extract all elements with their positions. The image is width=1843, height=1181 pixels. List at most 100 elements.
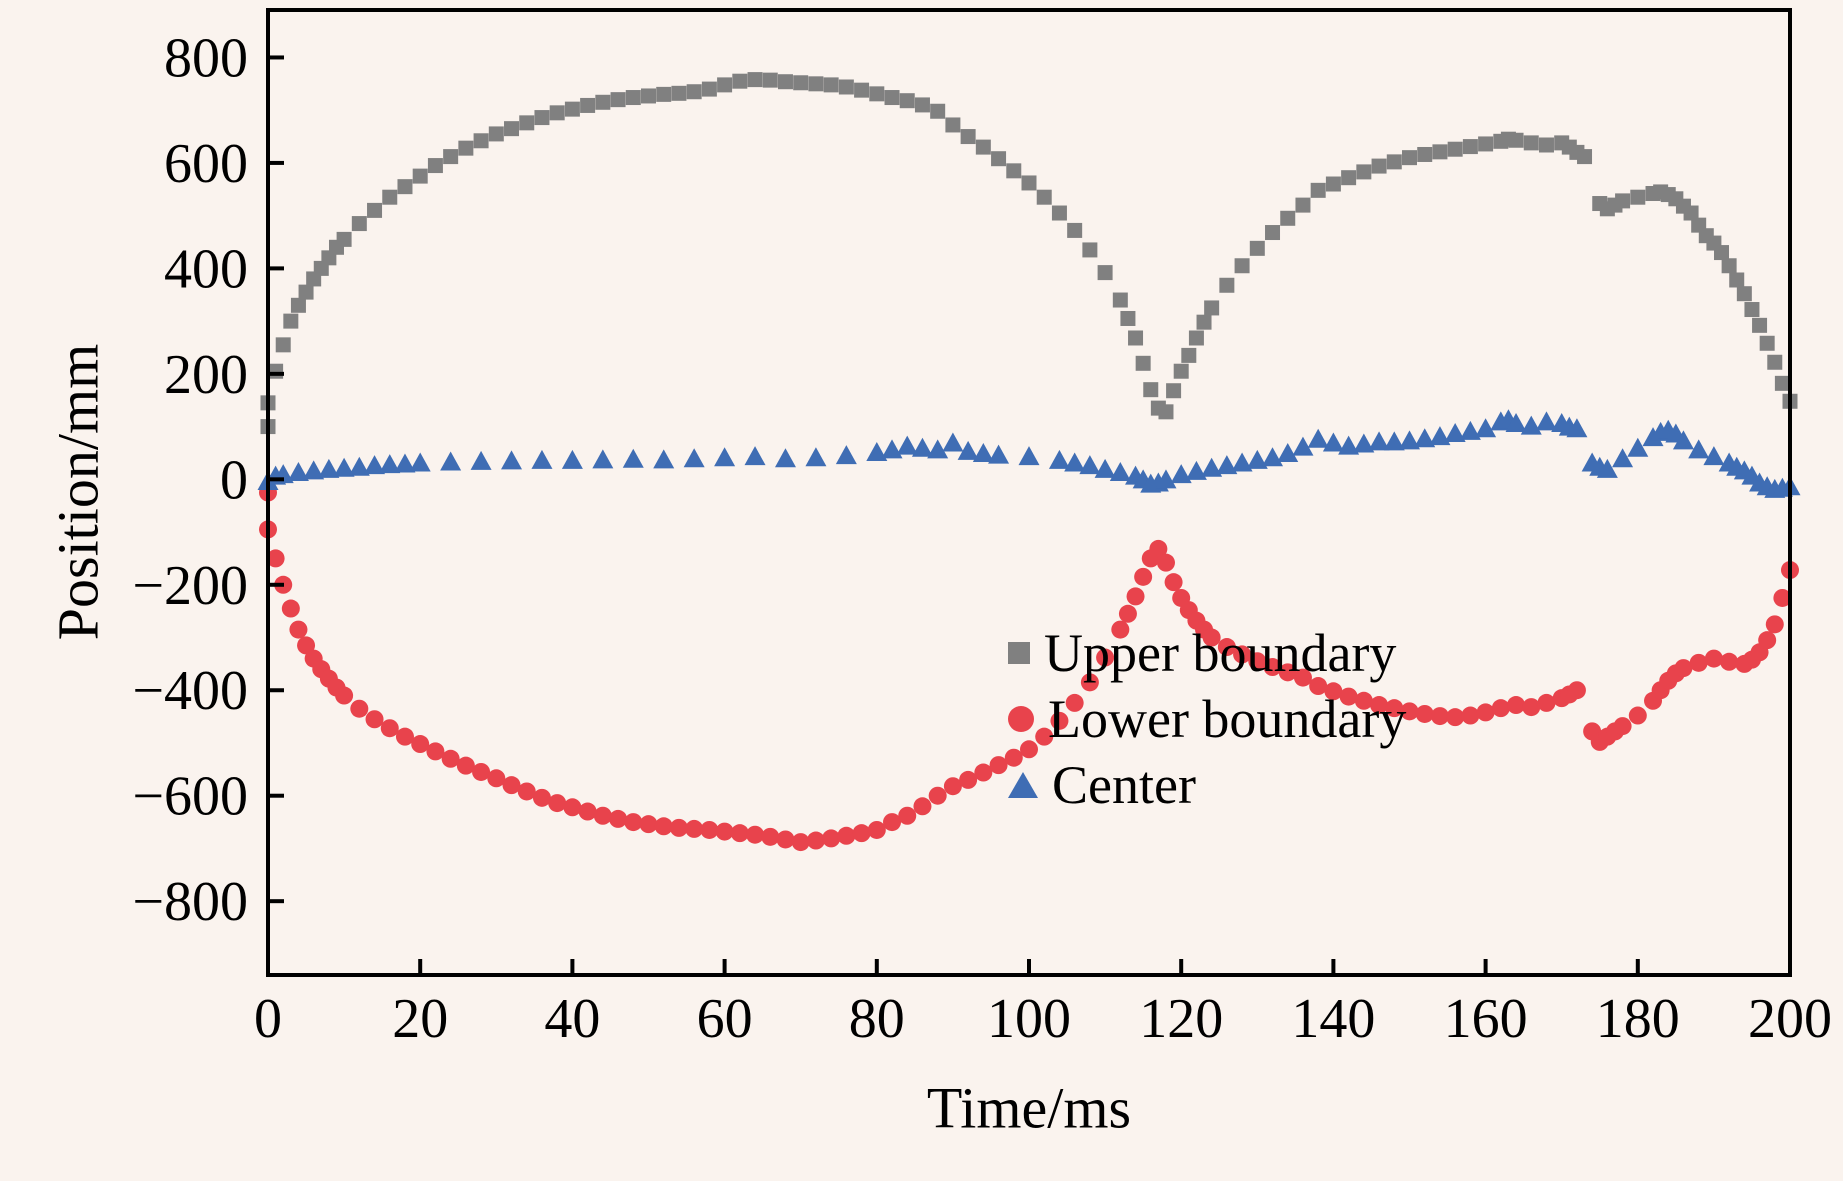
x-axis-title: Time/ms [926,1075,1132,1141]
data-point-circle [1491,699,1510,718]
x-tick-label: 160 [1444,988,1528,1050]
data-point-circle [1050,711,1069,730]
data-point-triangle [1201,457,1223,477]
data-point-square [1135,355,1151,371]
data-point-triangle [1383,431,1405,451]
data-point-circle [776,830,795,849]
data-point-square [854,82,870,98]
data-point-triangle [1262,447,1284,467]
data-point-square [945,117,961,133]
data-point-circle [1324,682,1343,701]
data-point-triangle [592,449,614,469]
data-point-square [1128,330,1144,346]
data-point-circle [822,829,841,848]
data-point-triangle [942,432,964,452]
data-point-square [382,189,398,205]
data-point-triangle [805,447,827,467]
data-point-circle [1248,652,1267,671]
data-point-circle [1507,696,1526,715]
data-point-circle [1080,673,1099,692]
data-point-triangle [988,444,1010,464]
data-point-square [1386,154,1402,170]
data-point-square [504,121,520,137]
data-point-circle [669,818,688,837]
data-point-circle [517,782,536,801]
data-point-square [1021,175,1037,191]
data-point-circle [1415,704,1434,723]
data-point-square [1683,205,1699,221]
data-point-circle [593,806,612,825]
data-point-square [793,75,809,91]
data-point-triangle [1414,428,1436,448]
data-point-circle [867,820,886,839]
data-point-triangle [1368,431,1390,451]
legend-item-lower-boundary: Lower boundary [1008,686,1406,752]
data-point-square [1736,286,1752,302]
data-point-square [1447,141,1463,157]
data-point-square [991,151,1007,167]
y-tick-label: 200 [164,344,248,406]
data-point-square [488,126,504,142]
data-point-circle [1567,681,1586,700]
data-point-circle [746,825,765,844]
data-point-circle [1689,653,1708,672]
data-point-circle [1111,620,1130,639]
data-point-triangle [1064,452,1086,472]
x-tick-label: 20 [392,988,448,1050]
center-marker-icon [1008,772,1038,798]
x-tick-label: 200 [1748,988,1832,1050]
y-tick-label: 800 [164,27,248,89]
data-point-square [1432,144,1448,160]
data-point-square [1036,189,1052,205]
legend: Upper boundary Lower boundary Center [1008,620,1406,818]
data-point-circle [1400,702,1419,721]
lower-boundary-marker-icon [1008,706,1034,732]
data-point-triangle [896,435,918,455]
data-point-triangle [348,456,370,476]
data-point-circle [806,831,825,850]
data-point-triangle [1520,415,1542,435]
data-point-circle [365,710,384,729]
data-point-triangle [1109,461,1131,481]
data-point-triangle [318,458,340,478]
data-point-triangle [911,437,933,457]
data-point-circle [1461,706,1480,725]
data-point-square [298,284,314,300]
data-point-circle [1720,652,1739,671]
data-point-circle [1758,631,1777,650]
data-point-triangle [683,448,705,468]
x-tick-label: 120 [1139,988,1223,1050]
x-tick-label: 80 [849,988,905,1050]
data-point-circle [1522,698,1541,717]
data-point-square [762,72,778,88]
data-point-circle [1773,588,1792,607]
data-point-circle [730,824,749,843]
data-point-circle [1134,567,1153,586]
data-point-square [1219,277,1235,293]
data-point-circle [1278,663,1297,682]
data-point-circle [289,620,308,639]
data-point-square [1234,258,1250,274]
data-point-square [1067,222,1083,238]
data-point-triangle [1535,411,1557,431]
data-point-circle [928,786,947,805]
data-point-square [701,81,717,97]
data-point-square [838,79,854,95]
data-point-square [1615,193,1631,209]
data-point-triangle [1566,418,1588,438]
data-point-triangle [866,441,888,461]
data-point-square [1767,354,1783,370]
data-point-triangle [409,452,431,472]
data-point-circle [1149,539,1168,558]
data-point-circle [624,813,643,832]
data-point-square [686,84,702,100]
data-point-circle [791,833,810,852]
data-point-triangle [333,457,355,477]
data-point-circle [1765,615,1784,634]
data-point-triangle [744,446,766,466]
data-point-circle [913,797,932,816]
data-point-circle [898,806,917,825]
data-point-circle [266,549,285,568]
data-point-square [1417,146,1433,162]
